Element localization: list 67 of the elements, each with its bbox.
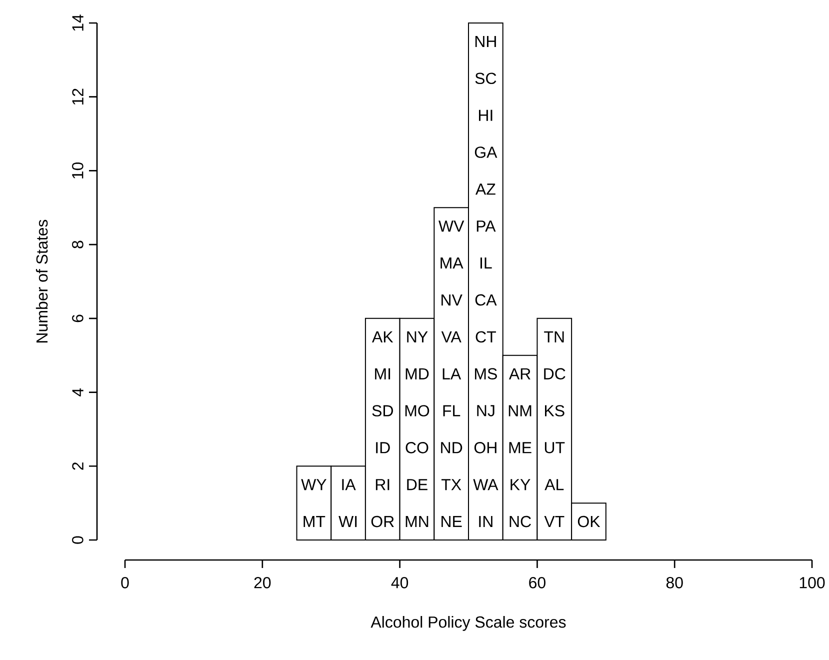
annotation: MA (440, 258, 464, 269)
y-tick-label: 6 (72, 314, 84, 322)
annotation: RI (376, 479, 390, 490)
annotation: KS (545, 405, 564, 416)
y-tick-label: 8 (72, 240, 84, 248)
annotation: LA (442, 368, 462, 380)
annotation: KY (510, 479, 530, 490)
annotation: CT (476, 331, 496, 343)
annotation: CA (475, 294, 497, 306)
x-tick-label: 40 (391, 577, 408, 588)
x-tick-label: 100 (800, 577, 825, 588)
annotation: IL (480, 258, 492, 269)
y-tick-label: 10 (72, 162, 84, 178)
annotation: NH (475, 36, 496, 47)
annotation: PA (476, 220, 496, 232)
annotation: WI (338, 516, 357, 528)
annotation: ME (509, 442, 532, 454)
y-tick-label: 12 (72, 88, 84, 105)
annotation: VA (441, 331, 462, 342)
annotation: MS (474, 368, 497, 380)
annotation: TN (544, 331, 564, 342)
x-tick-label: 0 (121, 577, 129, 588)
annotation: OH (474, 442, 496, 454)
annotation: HI (478, 110, 492, 121)
y-axis-title: Number of States (36, 220, 48, 342)
annotation: OK (578, 516, 600, 528)
annotation: WV (438, 220, 464, 232)
annotation: IA (342, 479, 356, 490)
annotation: SD (372, 405, 393, 416)
y-tick-label: 0 (72, 536, 84, 544)
annotation: WA (473, 479, 498, 490)
annotation: OR (371, 516, 394, 528)
annotation: MO (405, 405, 430, 416)
annotation: GA (474, 146, 498, 158)
annotation: NE (442, 516, 462, 528)
annotation: ND (441, 442, 462, 454)
annotation: DC (544, 368, 566, 380)
annotation: CO (406, 442, 428, 454)
annotation: MD (406, 368, 429, 380)
annotation: NJ (477, 405, 494, 416)
annotation: MT (304, 516, 326, 528)
annotation: WY (301, 479, 326, 490)
annotation: AK (372, 331, 394, 342)
annotation: ID (376, 442, 390, 454)
annotation: AL (544, 479, 564, 490)
annotation: UT (544, 442, 565, 454)
annotation: MI (375, 368, 390, 380)
annotation: VT (544, 516, 564, 528)
annotation: FL (443, 405, 460, 416)
y-tick-label: 14 (72, 14, 84, 31)
annotation: NM (508, 405, 532, 416)
annotation: NY (407, 331, 428, 342)
annotation: DE (407, 479, 428, 490)
annotation: IN (479, 516, 492, 528)
y-tick-label: 2 (72, 462, 84, 470)
y-tick-label: 4 (72, 388, 84, 396)
annotation: AZ (475, 184, 496, 195)
annotation: AR (508, 368, 530, 380)
annotation: NC (510, 516, 531, 528)
x-tick-label: 20 (254, 577, 271, 588)
annotation: TX (441, 479, 462, 490)
annotation: SC (475, 72, 496, 84)
x-axis-title: Alcohol Policy Scale scores (370, 616, 566, 631)
x-tick-label: 80 (666, 577, 683, 588)
annotation: NV (442, 294, 462, 306)
x-tick-label: 60 (529, 577, 546, 588)
annotation: MN (406, 516, 428, 528)
